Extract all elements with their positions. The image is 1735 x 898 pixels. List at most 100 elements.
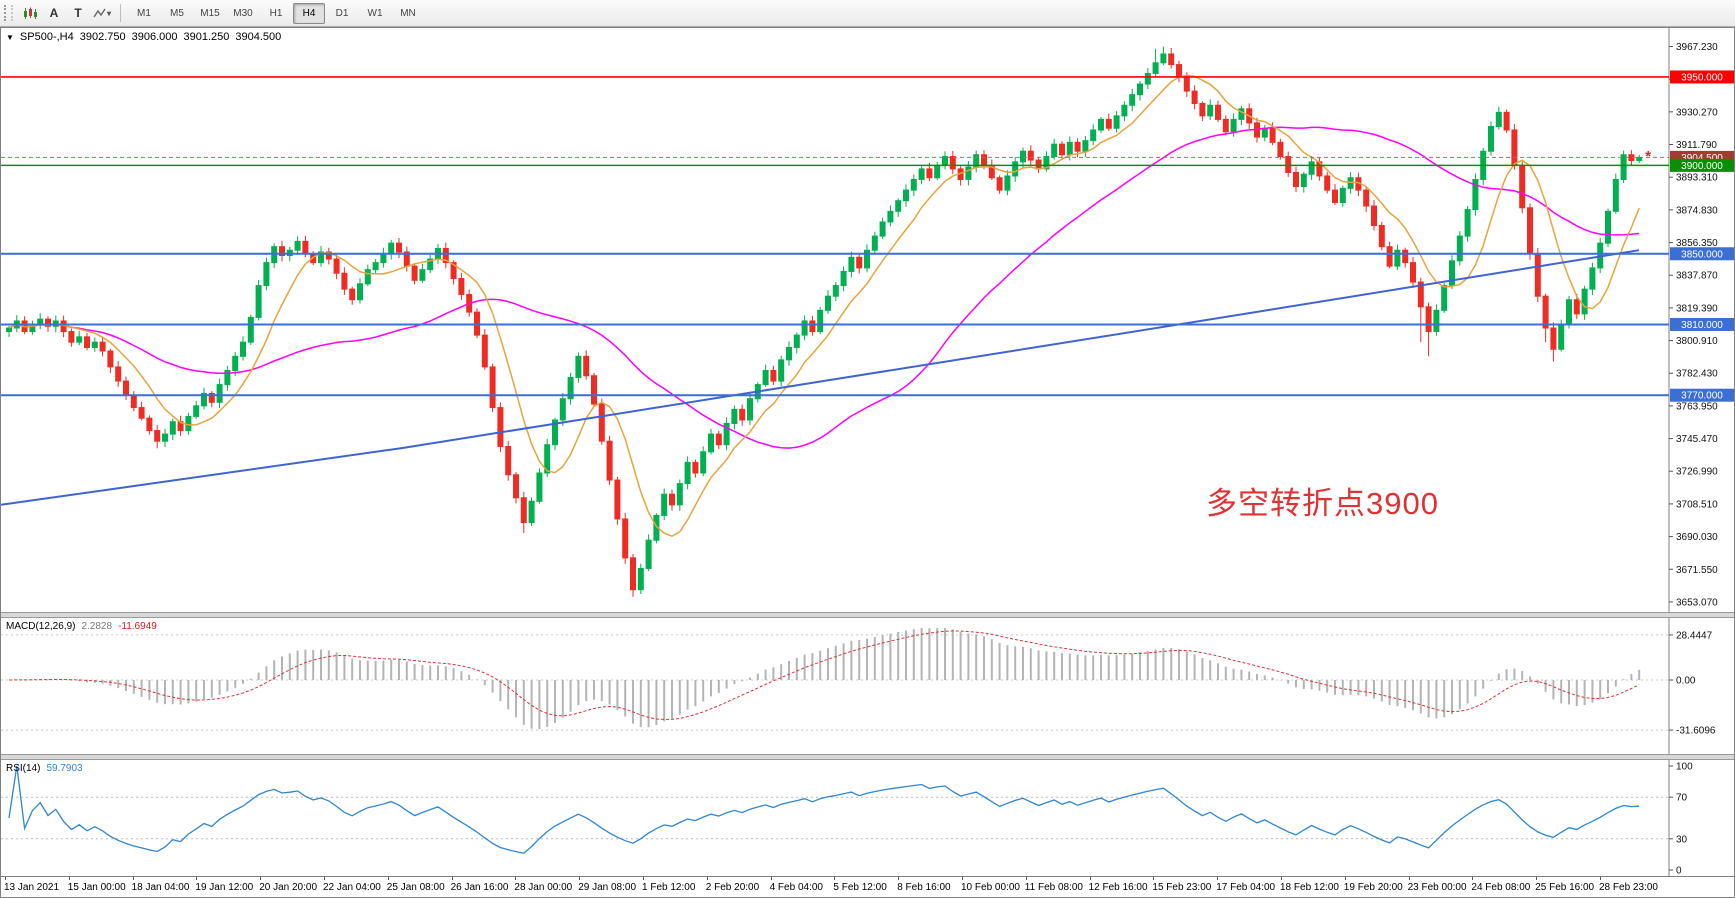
svg-text:70: 70 [1676,793,1688,804]
time-label: 15 Jan 00:00 [67,882,126,893]
macd-chart[interactable]: 28.4447 0.00 -31.6096 [1,618,1734,754]
rsi-label: RSI(14) 59.7903 [6,763,83,774]
time-tick [1472,877,1474,880]
time-tick [1281,877,1282,880]
svg-text:3782.430: 3782.430 [1676,369,1718,380]
ohlc-readout: ▼ SP500-,H4 3902.750 3906.000 3901.250 3… [6,31,281,43]
time-tick [515,877,517,880]
time-axis[interactable]: 13 Jan 2021 15 Jan 00:00 18 Jan 04:00 19 Ja… [1,876,1734,897]
time-tick [1600,877,1601,880]
toolbar-grip[interactable] [4,5,13,21]
timeframe-button-m1[interactable]: M1 [137,7,151,19]
text-tool-button[interactable]: A [49,6,59,20]
svg-text:3904.500: 3904.500 [1681,153,1723,164]
zigzag-line-icon [93,8,106,17]
svg-text:3900.000: 3900.000 [1681,161,1723,172]
time-tick [5,877,6,880]
timeframe-button-w1[interactable]: W1 [367,7,383,19]
time-tick [451,877,453,880]
symbol-period: SP500-,H4 [19,31,74,43]
time-label: 18 Jan 04:00 [131,882,190,893]
time-label: 25 Feb 16:00 [1535,882,1595,893]
time-label: 23 Feb 00:00 [1407,882,1467,893]
panel-splitter[interactable] [1,612,1734,618]
svg-text:3770.000: 3770.000 [1681,391,1723,402]
timeframe-button-m5[interactable]: M5 [170,7,184,19]
main-chart-panel: ▼ SP500-,H4 3902.750 3906.000 3901.250 3… [1,28,1734,612]
rsi-value: 59.7903 [46,763,83,774]
macd-signal-value: -11.6949 [118,621,157,632]
macd-panel: MACD(12,26,9) 2.2828 -11.6949 28.4447 0.0… [1,618,1734,754]
chart-type-button[interactable] [19,2,41,24]
time-tick [962,877,963,880]
text-label-tool-button[interactable]: T [74,6,82,20]
svg-text:-31.6096: -31.6096 [1676,726,1716,737]
timeframe-button-mn[interactable]: MN [400,7,416,19]
timeframe-button-d1[interactable]: D1 [335,7,349,19]
svg-text:28.4447: 28.4447 [1676,630,1713,641]
svg-text:3653.070: 3653.070 [1676,597,1718,608]
time-label: 11 Feb 08:00 [1024,882,1083,893]
time-label: 10 Feb 00:00 [961,882,1020,893]
svg-text:0: 0 [1676,866,1682,877]
candlestick-chart-icon [24,7,37,19]
draw-tools-dropdown[interactable]: ▾ [91,2,113,24]
svg-text:3856.350: 3856.350 [1676,238,1718,249]
ma-slow [1,249,1640,506]
ohlc-open: 3902.750 [79,31,126,43]
timeframe-button-h1[interactable]: H1 [269,7,283,19]
time-label: 2 Feb 20:00 [705,882,760,893]
svg-text:3837.870: 3837.870 [1676,271,1718,282]
svg-text:3726.990: 3726.990 [1676,467,1718,478]
time-tick [1025,877,1027,880]
ma-40 [8,126,1640,449]
svg-text:3911.790: 3911.790 [1676,140,1717,151]
svg-text:3893.310: 3893.310 [1676,173,1718,184]
time-label: 24 Feb 08:00 [1471,882,1531,893]
expander-icon[interactable]: ▼ [6,32,14,42]
macd-histogram [15,628,1641,730]
chart-annotation-text: 多空转折点3900 [1206,486,1439,521]
time-label: 8 Feb 16:00 [897,882,951,893]
toolbar: A T ▾ M1 M5 M15 M30 H1 H4 D1 W1 MN [0,0,1735,27]
svg-text:3850.000: 3850.000 [1681,249,1723,260]
ma-8 [8,74,1640,538]
ohlc-close: 3904.500 [235,31,282,43]
time-label: 4 Feb 04:00 [769,882,823,893]
timeframe-button-m15[interactable]: M15 [200,7,220,19]
main-chart[interactable]: 3967.2303948.7503930.2703911.7903893.310… [1,28,1734,612]
time-tick [1344,877,1346,880]
timeframe-button-h4[interactable]: H4 [293,2,325,24]
time-label: 17 Feb 04:00 [1216,882,1276,893]
time-label: 1 Feb 12:00 [642,882,696,893]
rsi-name: RSI(14) [6,763,41,774]
panel-splitter[interactable] [1,754,1734,760]
svg-text:30: 30 [1676,834,1688,845]
svg-text:3950.000: 3950.000 [1681,72,1723,83]
time-tick [324,877,325,880]
toolbar-separator [120,4,121,22]
svg-text:3930.270: 3930.270 [1676,107,1718,118]
rsi-panel: RSI(14) 59.7903 100 70 30 0 [1,760,1734,876]
time-tick [1089,877,1091,880]
svg-text:3967.230: 3967.230 [1676,42,1718,53]
time-tick [1217,877,1219,880]
time-tick [706,877,708,880]
svg-text:3708.510: 3708.510 [1676,499,1718,510]
svg-text:3671.550: 3671.550 [1676,565,1718,576]
svg-text:3690.030: 3690.030 [1676,532,1718,543]
macd-signal-line [8,630,1640,720]
time-tick [1536,877,1538,880]
time-tick [1408,877,1410,880]
time-label: 20 Jan 20:00 [259,882,318,893]
time-label: 25 Jan 08:00 [386,882,445,893]
timeframe-button-m30[interactable]: M30 [233,7,253,19]
time-tick [68,877,70,880]
time-tick [770,877,772,880]
ohlc-high: 3906.000 [131,31,178,43]
time-label: 15 Feb 23:00 [1152,882,1212,893]
svg-text:3819.390: 3819.390 [1676,303,1718,314]
rsi-chart[interactable]: 100 70 30 0 [1,760,1734,876]
time-label: 28 Feb 23:00 [1599,882,1658,893]
svg-text:3810.000: 3810.000 [1681,320,1723,331]
